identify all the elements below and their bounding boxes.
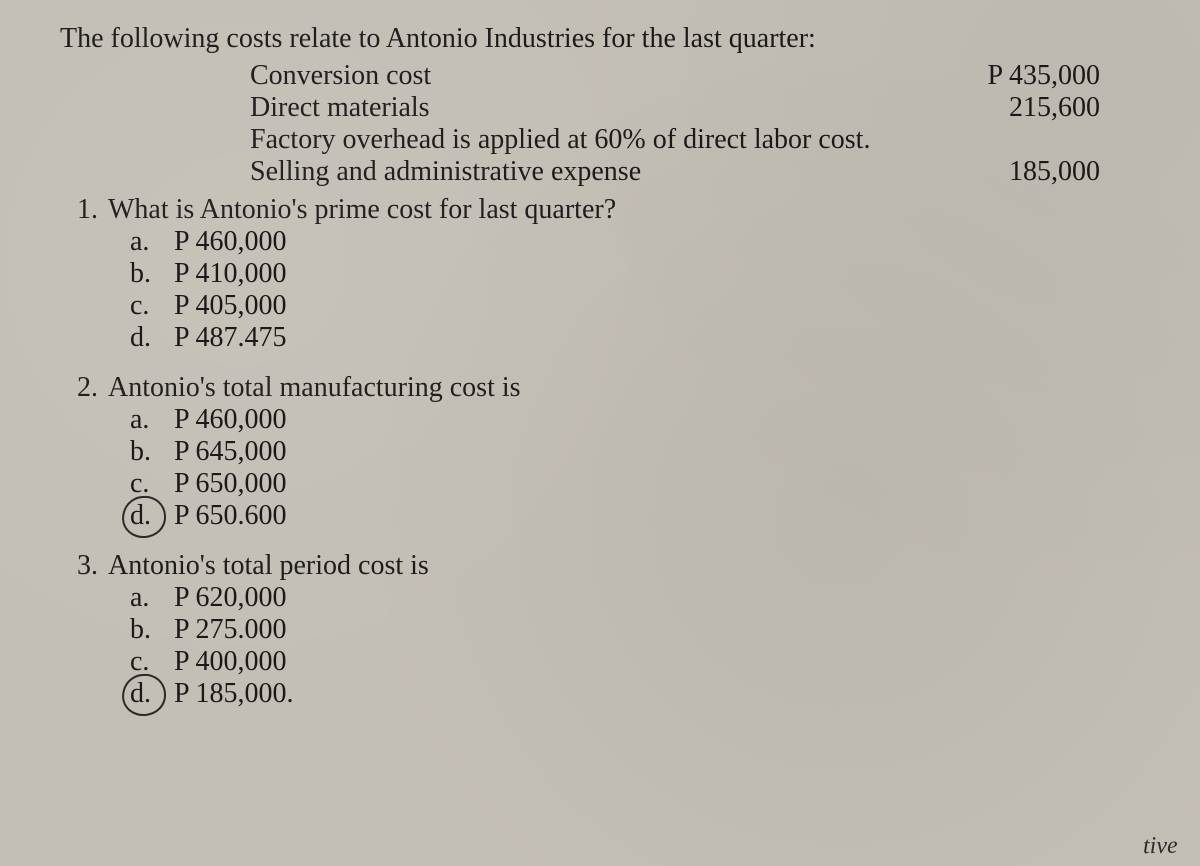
cost-value: 185,000 [920,156,1100,188]
cost-label: Selling and administrative expense [250,156,920,188]
option-text: P 405,000 [174,290,1160,322]
footer-fragment: tive [1143,833,1178,861]
option-letter: b. [130,614,174,646]
option-row: d. P 650.600 [60,500,1160,532]
option-row: a. P 620,000 [60,582,1160,614]
option-text: P 620,000 [174,582,1160,614]
option-text: P 487.475 [174,322,1160,354]
question-text: Antonio's total period cost is [108,550,1160,582]
option-text: P 185,000. [174,678,1160,710]
option-letter: a. [130,226,174,258]
option-text: P 410,000 [174,258,1160,290]
cost-label: Factory overhead is applied at 60% of di… [250,124,920,156]
question-row: 2. Antonio's total manufacturing cost is [60,372,1160,404]
cost-row-1: Direct materials 215,600 [60,92,1160,124]
option-letter: a. [130,404,174,436]
option-row: c. P 405,000 [60,290,1160,322]
cost-value [920,124,1100,156]
option-row: c. P 650,000 [60,468,1160,500]
option-letter: a. [130,582,174,614]
cost-label: Direct materials [250,92,920,124]
option-row: d. P 185,000. [60,678,1160,710]
option-letter-circled: d. [130,500,174,532]
option-text: P 275.000 [174,614,1160,646]
option-row: b. P 645,000 [60,436,1160,468]
cost-label: Conversion cost [250,60,920,92]
option-letter: b. [130,258,174,290]
question-row: 1. What is Antonio's prime cost for last… [60,194,1160,226]
cost-row-0: Conversion cost P 435,000 [60,60,1160,92]
option-letter: c. [130,290,174,322]
intro-span: The following costs relate to Antonio In… [60,20,816,58]
option-letter: d. [130,322,174,354]
option-text: P 460,000 [174,226,1160,258]
cost-row-3: Selling and administrative expense 185,0… [60,156,1160,188]
question-text: Antonio's total manufacturing cost is [108,372,1160,404]
question-row: 3. Antonio's total period cost is [60,550,1160,582]
question-3: 3. Antonio's total period cost is a. P 6… [60,550,1160,710]
option-text: P 650.600 [174,500,1160,532]
question-number: 3. [60,550,108,582]
option-row: b. P 410,000 [60,258,1160,290]
option-text: P 650,000 [174,468,1160,500]
cost-value: 215,600 [920,92,1100,124]
option-text: P 645,000 [174,436,1160,468]
question-text: What is Antonio's prime cost for last qu… [108,194,1160,226]
option-row: a. P 460,000 [60,404,1160,436]
option-text: P 400,000 [174,646,1160,678]
option-letter: c. [130,468,174,500]
question-2: 2. Antonio's total manufacturing cost is… [60,372,1160,532]
option-letter-circled: d. [130,678,174,710]
cost-row-2: Factory overhead is applied at 60% of di… [60,124,1160,156]
option-row: d. P 487.475 [60,322,1160,354]
option-row: a. P 460,000 [60,226,1160,258]
option-letter: c. [130,646,174,678]
option-letter: b. [130,436,174,468]
option-row: b. P 275.000 [60,614,1160,646]
question-number: 2. [60,372,108,404]
intro-text: The following costs relate to Antonio In… [60,20,1160,58]
cost-value: P 435,000 [920,60,1100,92]
option-text: P 460,000 [174,404,1160,436]
question-1: 1. What is Antonio's prime cost for last… [60,194,1160,354]
question-number: 1. [60,194,108,226]
option-row: c. P 400,000 [60,646,1160,678]
